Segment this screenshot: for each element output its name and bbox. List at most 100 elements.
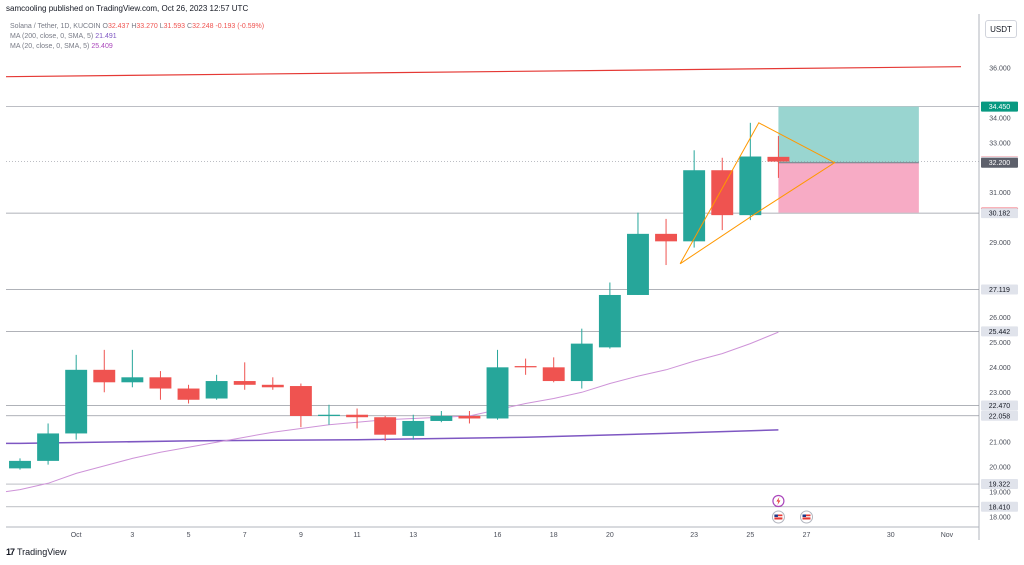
time-tick-label: 5: [187, 532, 191, 539]
price-tick-label: 36.000: [989, 65, 1011, 72]
open-value: 32.437: [107, 23, 130, 30]
price-tick-label: 33.000: [989, 140, 1011, 147]
candle-down: [711, 170, 734, 216]
time-tick-label: 3: [130, 532, 134, 539]
tradingview-branding: 17 TradingView: [6, 547, 67, 557]
time-tick-label: 27: [803, 532, 811, 539]
time-tick-label: 25: [746, 532, 754, 539]
candle-up: [205, 381, 228, 399]
ma200-line: [6, 429, 779, 445]
price-badge: [981, 410, 1018, 421]
candle-down: [149, 377, 172, 389]
price-badge: [981, 157, 1018, 168]
flag-stripe-white: [802, 516, 811, 518]
time-tick-label: 7: [243, 532, 247, 539]
ma200-value: 21.491: [95, 33, 117, 40]
price-tick-label: 26.000: [989, 315, 1011, 322]
ohlc-row: Solana / Tether, 1D, KUCOIN O32.437 H33.…: [10, 23, 265, 30]
candle-down: [289, 386, 312, 416]
close-value: 32.248: [192, 23, 214, 30]
price-badge-label: 30.182: [989, 211, 1011, 218]
candle-up: [402, 420, 425, 436]
candle-down: [542, 367, 565, 382]
candle-down: [655, 233, 678, 242]
high-value: 33.270: [136, 23, 158, 30]
price-badge-label: 32.200: [989, 160, 1011, 167]
price-badge-label: 19.322: [989, 482, 1011, 489]
resistance-trendline: [5, 66, 962, 78]
price-tick-label: 34.000: [989, 115, 1011, 122]
ma200-legend[interactable]: MA (200, close, 0, SMA, 5) 21.491: [10, 33, 117, 40]
chart-legend: Solana / Tether, 1D, KUCOIN O32.437 H33.…: [10, 22, 264, 52]
price-badge: [981, 101, 1018, 112]
candle-down: [767, 156, 790, 162]
price-badge-label: 27.119: [989, 287, 1010, 294]
candle-down: [233, 381, 256, 385]
price-badge-label: 22.058: [989, 413, 1011, 420]
price-badge-label: 18.410: [989, 504, 1011, 511]
price-badge: [981, 326, 1018, 337]
candle-down: [261, 384, 284, 388]
time-tick-label: 11: [353, 532, 360, 539]
time-tick-label: 9: [299, 532, 303, 539]
candle-down: [346, 414, 369, 418]
price-tick-label: 29.000: [989, 240, 1011, 247]
tradingview-brand-text: TradingView: [17, 547, 67, 557]
attribution-text: samcooling published on TradingView.com,…: [6, 4, 249, 13]
low-value: 31.593: [163, 23, 186, 30]
time-tick-label: 18: [550, 532, 558, 539]
price-badge-label: 25.442: [989, 329, 1011, 336]
stop-zone: [778, 162, 919, 213]
time-tick-label: 30: [887, 532, 895, 539]
candle-down: [514, 366, 537, 368]
candle-up: [739, 156, 762, 216]
time-tick-label: 16: [494, 532, 502, 539]
change-value: -0.193 (-0.59%): [215, 23, 265, 30]
candle-up: [430, 415, 453, 421]
candle-down: [177, 388, 200, 400]
price-badge: [981, 284, 1018, 295]
triangle-pattern: [679, 122, 836, 265]
candle-up: [598, 294, 621, 348]
candle-down: [374, 417, 397, 435]
price-badge: [981, 400, 1018, 411]
price-tick-label: 31.000: [989, 190, 1011, 197]
flag-stripe-white: [774, 516, 783, 518]
candle-up: [683, 170, 706, 242]
price-badge: [981, 208, 1018, 219]
candle-up: [486, 367, 509, 419]
candle-up: [65, 369, 88, 434]
target-zone: [778, 106, 919, 163]
time-tick-label: 20: [606, 532, 614, 539]
price-tick-label: 20.000: [989, 465, 1011, 472]
candle-down: [93, 369, 116, 383]
time-tick-label: 13: [409, 532, 417, 539]
candle-up: [570, 343, 593, 382]
flag-canton: [802, 514, 807, 517]
price-badge-label: 22.470: [989, 403, 1011, 410]
time-tick-label: Oct: [71, 532, 82, 539]
candle-up: [318, 414, 340, 416]
price-badge: [981, 501, 1018, 512]
currency-button[interactable]: USDT: [985, 20, 1017, 38]
flag-canton: [774, 514, 778, 517]
tradingview-logo-icon: 17: [6, 547, 15, 557]
price-tick-label: 23.000: [989, 390, 1011, 397]
candle-down: [458, 415, 481, 419]
price-badge: [981, 479, 1018, 490]
price-tick-label: 21.000: [989, 440, 1011, 447]
time-tick-label: Nov: [941, 532, 954, 539]
time-tick-label: 23: [690, 532, 698, 539]
price-tick-label: 19.000: [989, 490, 1011, 497]
ma20-value: 25.409: [91, 43, 113, 50]
lightning-bolt: [776, 497, 781, 505]
symbol-label[interactable]: Solana / Tether, 1D, KUCOIN: [10, 23, 101, 30]
price-tick-label: 25.000: [989, 340, 1011, 347]
ma20-legend[interactable]: MA (20, close, 0, SMA, 5) 25.409: [10, 43, 113, 50]
candle-up: [121, 377, 144, 383]
candle-up: [9, 460, 31, 469]
price-tick-label: 18.000: [989, 515, 1011, 522]
price-tick-label: 24.000: [989, 365, 1011, 372]
ma20-line: [5, 331, 779, 493]
